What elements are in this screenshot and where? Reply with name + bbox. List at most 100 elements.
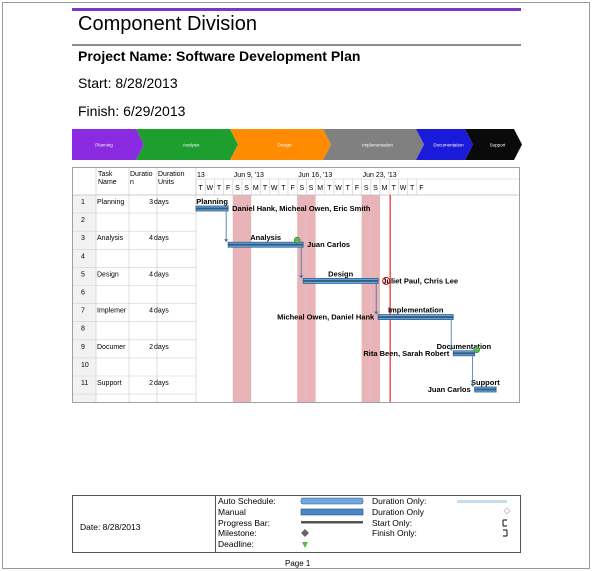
deadline-marker: [293, 236, 301, 244]
legend-item-label: Duration Only: [372, 507, 425, 517]
row-duration: 4: [149, 235, 153, 242]
row-id: 9: [81, 344, 85, 351]
day-letter: S: [244, 185, 249, 192]
row-id: 11: [81, 380, 88, 387]
row-id: 3: [81, 235, 85, 242]
legend-date-cell: [73, 496, 216, 552]
project-name: Project Name: Software Development Plan: [78, 48, 361, 64]
task-progress-bar: [378, 316, 454, 319]
legend-item-label: Duration Only:: [372, 496, 426, 506]
day-letter: M: [317, 185, 323, 192]
day-letter: S: [373, 185, 378, 192]
row-task-name: Design: [97, 271, 119, 278]
phase-label: Documentation: [433, 143, 464, 148]
day-letter: S: [364, 185, 369, 192]
task-bar-name: Documentation: [437, 342, 492, 351]
task-progress-bar: [474, 388, 497, 391]
row-id: 7: [81, 308, 85, 315]
phase-label: Implementation: [362, 143, 393, 148]
header-divider: [72, 44, 521, 46]
legend-deadline-icon: [302, 542, 308, 548]
row-duration: 4: [149, 271, 153, 278]
task-bar-name: Support: [471, 378, 500, 387]
day-letter: T: [327, 185, 332, 192]
status-indicator: [382, 276, 391, 285]
timescale-week-label: Jun 23, '13: [363, 172, 397, 179]
row-id: 8: [81, 326, 85, 333]
day-letter: F: [355, 185, 359, 192]
task-resources: Micheal Owen, Daniel Hank: [277, 313, 375, 322]
row-id: 10: [81, 362, 89, 369]
phase-label: Planning: [95, 143, 113, 148]
day-letter: M: [382, 185, 388, 192]
row-duration: 2: [149, 344, 153, 351]
dependency-arrowhead: [374, 311, 379, 315]
weekend-shade: [370, 195, 380, 402]
timescale-week-label: Jun 16, '13: [298, 172, 332, 179]
weekend-shade: [232, 195, 242, 402]
legend-item-label: Manual: [218, 507, 246, 517]
row-id-column: [73, 195, 96, 402]
day-letter: M: [253, 185, 259, 192]
weekend-shade: [297, 195, 307, 402]
task-resources: Rita Been, Sarah Robert: [363, 349, 449, 358]
phase-chevron-strip: Planning Analysis Design Implementation Docu…: [72, 129, 522, 160]
day-letter: W: [271, 185, 278, 192]
deadline-marker: [473, 346, 480, 354]
row-id: 4: [81, 253, 85, 260]
day-letter: S: [235, 185, 240, 192]
phase-chevron: [465, 129, 522, 160]
task-bar-name: Design: [328, 269, 353, 278]
task-progress-bar: [453, 352, 475, 355]
legend-milestone-icon: [301, 529, 309, 537]
row-duration: 4: [149, 308, 153, 315]
day-letter: T: [263, 185, 268, 192]
day-letter: T: [392, 185, 397, 192]
col-header-duration-units: Duration: [158, 171, 185, 178]
row-id: 5: [81, 271, 85, 278]
day-letter: S: [299, 185, 304, 192]
dependency-arrowhead: [299, 275, 304, 279]
day-letter: T: [217, 185, 222, 192]
row-duration-units: days: [154, 271, 169, 278]
row-task-name: Analysis: [97, 235, 124, 242]
row-task-name: Support: [97, 380, 122, 387]
page-title: Component Division: [78, 13, 257, 35]
day-letter: F: [226, 185, 230, 192]
phase-label: Analysis: [183, 143, 201, 148]
col-header-task-name-2: Name: [98, 179, 117, 186]
legend-item-label: Deadline:: [218, 539, 254, 549]
row-duration-units: days: [154, 235, 169, 242]
day-letter: F: [290, 185, 294, 192]
col-header-duration-2: n: [130, 179, 134, 186]
day-letter: W: [400, 185, 407, 192]
timescale-week-label: Jun 9, '13: [234, 172, 264, 179]
legend-item-label: Start Only:: [372, 518, 412, 528]
phase-chevron: [416, 129, 473, 160]
row-id: 2: [81, 217, 85, 224]
legend-start-only-icon: [502, 519, 507, 527]
day-letter: T: [346, 185, 351, 192]
phase-chevron: [323, 129, 424, 160]
phase-label: Design: [277, 143, 292, 148]
task-resources: Daniel Hank, Micheal Owen, Eric Smith: [232, 204, 371, 213]
task-resources: Juan Carlos: [428, 385, 471, 394]
day-letter: S: [309, 185, 314, 192]
phase-label: Support: [490, 143, 507, 148]
day-letter: T: [198, 185, 203, 192]
task-resources: Juliet Paul, Chris Lee: [382, 276, 458, 285]
legend-date: Date: 8/28/2013: [80, 522, 141, 532]
row-duration-units: days: [154, 380, 169, 387]
row-task-name: Implemer: [97, 308, 127, 315]
task-bar-name: Planning: [196, 197, 228, 206]
row-id: 6: [81, 290, 85, 297]
dependency-arrowhead: [470, 384, 475, 387]
legend-item-label: Milestone:: [218, 528, 257, 538]
row-duration-units: days: [154, 344, 169, 351]
task-progress-bar: [228, 243, 304, 246]
phase-chevron: [136, 129, 238, 160]
task-progress-bar: [196, 207, 229, 210]
task-bar-name: Analysis: [250, 233, 281, 242]
